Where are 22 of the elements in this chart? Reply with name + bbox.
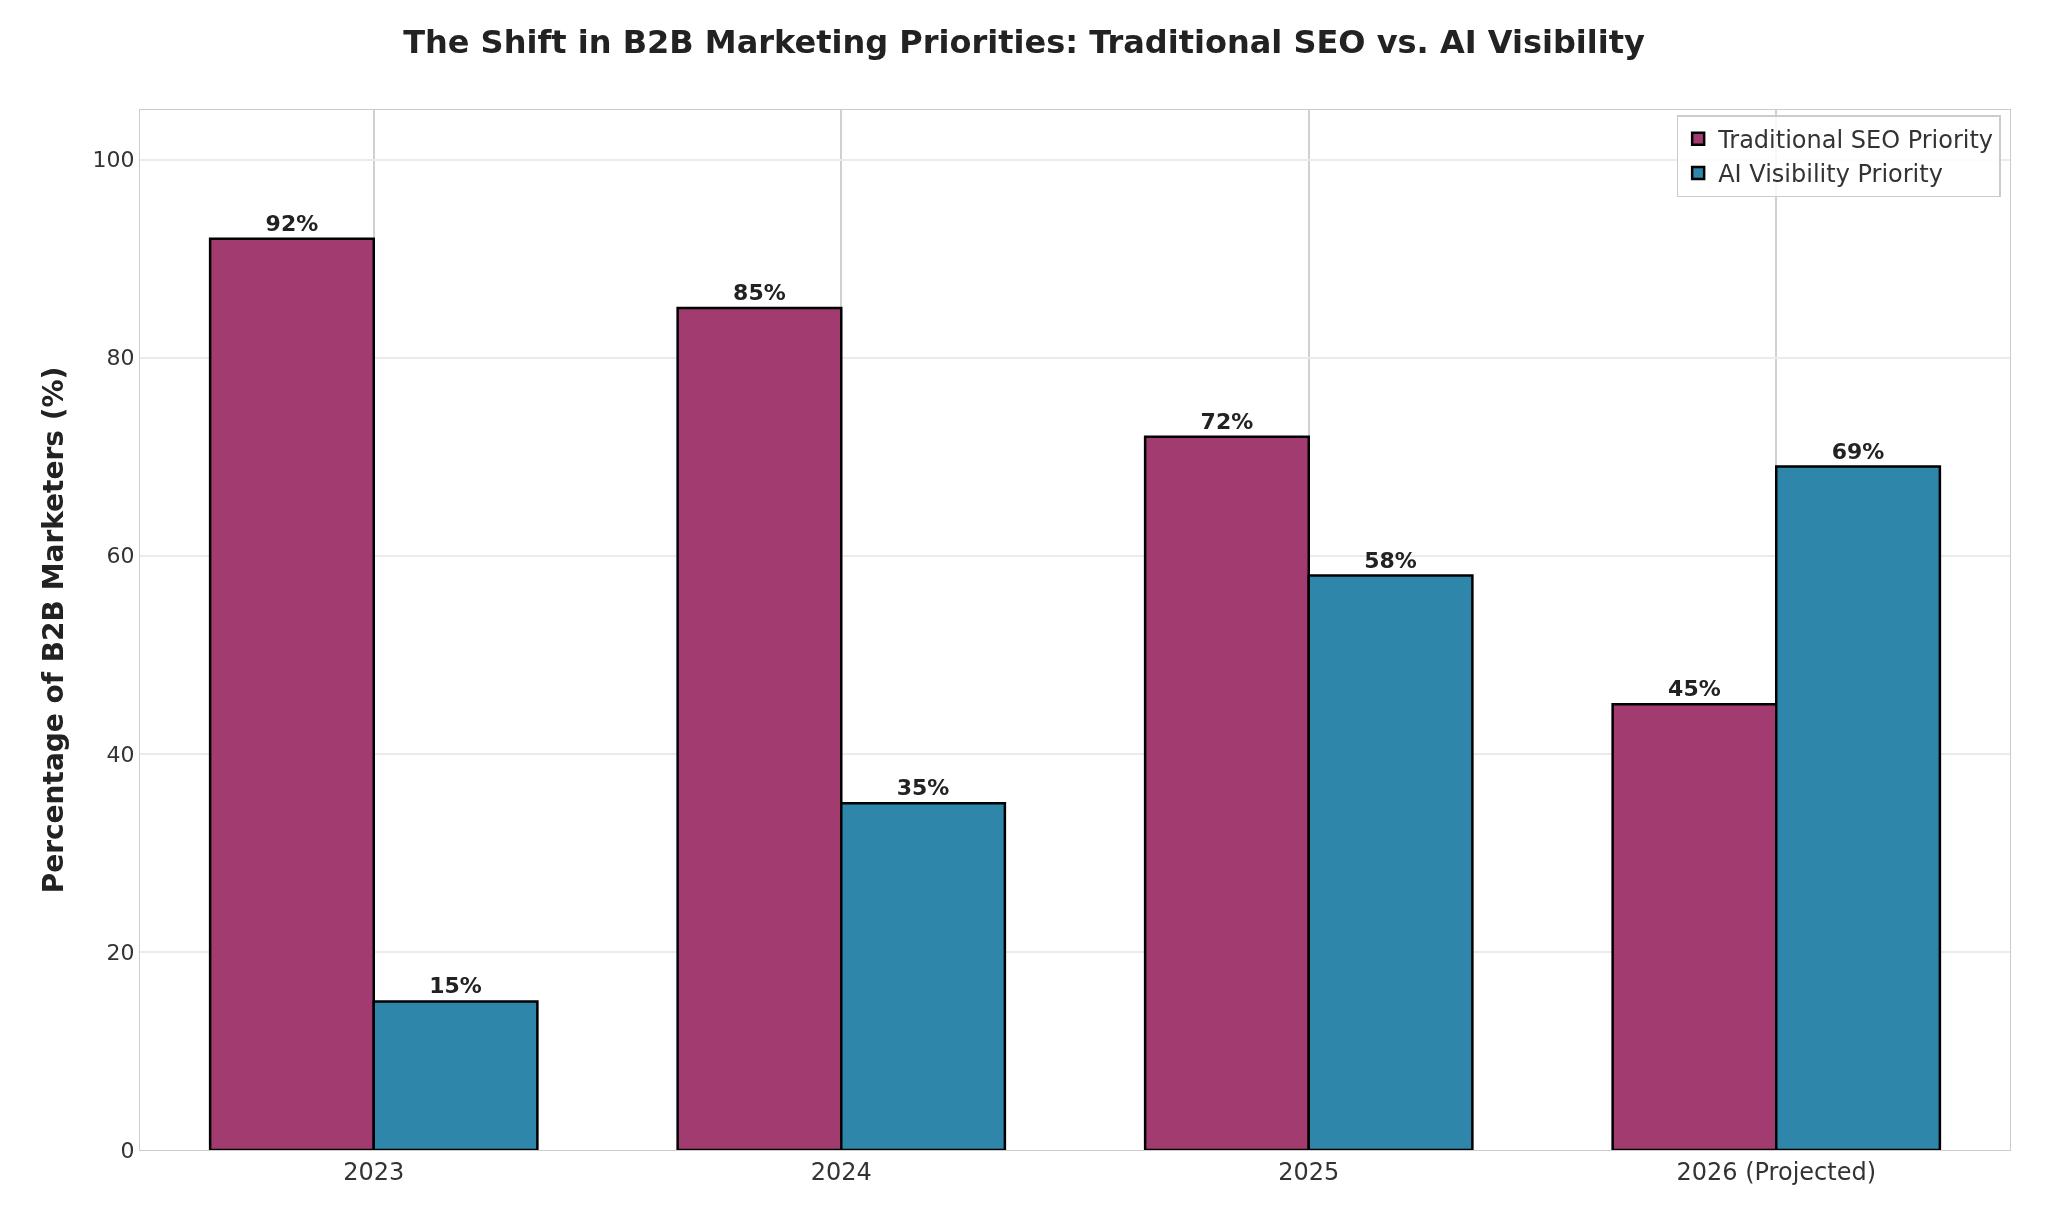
data-label: 69%: [1831, 438, 1885, 464]
data-label: 85%: [733, 280, 786, 306]
y-tick-label: 0: [120, 1137, 135, 1163]
y-axis-title: Percentage of B2B Marketers (%): [37, 366, 71, 894]
y-tick-label: 100: [92, 147, 135, 173]
y-tick-label: 80: [106, 345, 135, 371]
data-label: 72%: [1200, 408, 1254, 434]
data-label: 58%: [1364, 547, 1417, 573]
legend-label: AI Visibility Priority: [1718, 160, 1943, 189]
x-tick-label: 2024: [810, 1157, 872, 1186]
x-tick-label: 2026 (Projected): [1676, 1157, 1877, 1186]
data-label: 92%: [265, 210, 319, 236]
data-label: 15%: [429, 973, 482, 999]
data-label: 35%: [896, 775, 950, 801]
chart-title: The Shift in B2B Marketing Priorities: Traditional SEO vs. AI Visibility: [403, 22, 1646, 61]
data-label: 45%: [1668, 676, 1721, 702]
y-tick-label: 20: [106, 939, 135, 965]
y-tick-label: 60: [106, 543, 135, 569]
y-tick-label: 40: [106, 741, 135, 767]
x-tick-label: 2023: [343, 1157, 405, 1186]
x-tick-label: 2025: [1278, 1157, 1340, 1186]
legend-label: Traditional SEO Priority: [1717, 126, 1994, 155]
